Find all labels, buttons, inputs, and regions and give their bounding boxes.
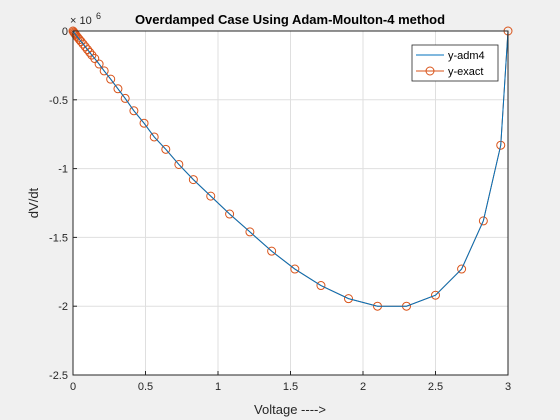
point-marker-exact [188,175,198,185]
x-axis-label: Voltage ----> [254,402,326,417]
y-axis-label: dV/dt [26,187,41,218]
x-tick-label: 1 [215,381,221,393]
point-marker-exact [149,132,159,142]
chart-title: Overdamped Case Using Adam-Moulton-4 met… [135,12,445,27]
point-marker-exact [267,246,277,256]
y-tick-label: -1 [58,164,68,176]
legend: y-adm4 y-exact [411,44,499,82]
y-exponent-label: × 10 [70,15,92,27]
point-marker-exact [457,264,467,274]
legend-box [411,44,499,82]
x-tick-label: 3 [505,381,511,393]
point-marker-exact [90,54,100,64]
point-marker-exact [85,47,95,57]
point-marker-exact [478,216,488,226]
x-tick-label: 0 [70,381,76,393]
legend-label-adm4: y-adm4 [448,50,485,62]
point-marker-exact [139,118,149,128]
point-marker-exact [129,106,139,116]
x-tick-label: 1.5 [283,381,298,393]
point-marker-exact [80,42,90,52]
point-marker-exact [113,84,123,94]
y-tick-label: 0 [62,26,68,38]
ticks: 0 0.5 1 1.5 2 2.5 3 0 -0.5 -1 -1.5 -2 -2.5 [49,26,511,393]
point-marker-exact [94,59,104,69]
y-tick-label: -2.5 [49,370,68,382]
x-tick-label: 0.5 [138,381,153,393]
legend-marker-exact [425,66,435,76]
series-line-adm4 [72,30,509,307]
legend-label-exact: y-exact [448,66,483,78]
point-marker-exact [83,45,92,55]
point-marker-exact [120,93,130,103]
point-marker-exact [225,209,235,219]
y-exponent-power: 6 [96,11,101,21]
point-marker-exact [344,294,353,304]
point-marker-exact [431,290,440,300]
point-marker-exact [99,66,109,76]
y-tick-label: -0.5 [49,95,68,107]
x-tick-label: 2.5 [428,381,443,393]
point-marker-exact [161,144,171,154]
point-marker-exact [106,74,116,84]
y-tick-label: -1.5 [49,232,68,244]
point-marker-exact [78,39,88,49]
y-tick-label: -2 [58,301,68,313]
series-layer [68,26,513,311]
point-marker-exact [316,281,326,291]
point-marker-exact [206,191,216,201]
x-tick-label: 2 [360,381,366,393]
point-marker-exact [290,264,300,274]
point-marker-exact [174,159,184,169]
point-marker-exact [245,227,255,237]
